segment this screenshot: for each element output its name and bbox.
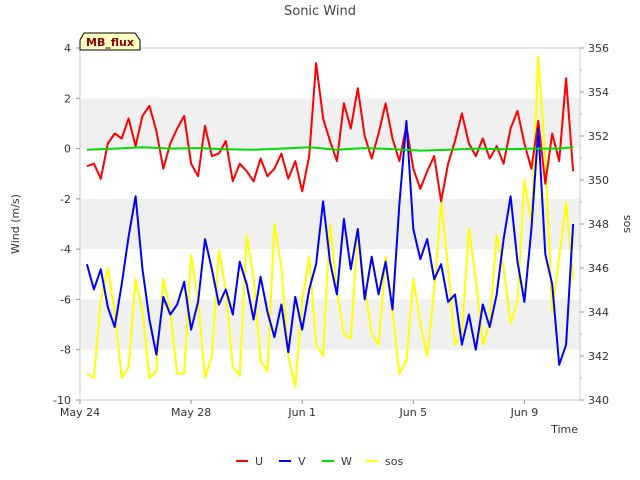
grid-band <box>80 299 580 350</box>
x-tick-label: May 24 <box>60 406 100 419</box>
y-tick-label: -4 <box>60 243 71 256</box>
series-line-u <box>86 62 575 203</box>
y-tick-label: 0 <box>64 143 71 156</box>
series-line-w <box>86 146 574 152</box>
y2-tick-label: 342 <box>588 350 609 363</box>
y2-tick-label: 346 <box>588 262 609 275</box>
y2-axis-title: sos <box>620 215 633 233</box>
series-layer <box>85 55 575 388</box>
x-tick-label: May 28 <box>171 406 211 419</box>
mb-flux-badge: MB_flux <box>79 32 141 51</box>
x-tick-label: Jun 5 <box>398 406 427 419</box>
left-axis: 4 2 0 -2 -4 -6 -8 -10 <box>53 42 80 407</box>
x-axis-title: Time <box>550 423 578 436</box>
legend-label-u: U <box>255 455 263 468</box>
x-tick-label: Jun 1 <box>287 406 316 419</box>
x-axis: May 24 May 28 Jun 1 Jun 5 Jun 9 <box>60 400 538 419</box>
y-tick-label: -8 <box>60 344 71 357</box>
y-tick-label: 4 <box>64 42 71 55</box>
y-tick-label: -2 <box>60 193 71 206</box>
y2-tick-label: 352 <box>588 130 609 143</box>
y2-tick-label: 356 <box>588 42 609 55</box>
legend-label-sos: sos <box>385 455 403 468</box>
legend-label-w: W <box>341 455 352 468</box>
y2-tick-label: 350 <box>588 174 609 187</box>
x-tick-label: Jun 9 <box>510 406 539 419</box>
y2-tick-label: 344 <box>588 306 609 319</box>
chart-title: Sonic Wind <box>284 4 356 19</box>
y-tick-label: -10 <box>53 394 71 407</box>
series-line-sos <box>86 55 575 388</box>
legend-label-v: V <box>298 455 306 468</box>
y-axis-title: Wind (m/s) <box>9 194 22 254</box>
badge-label: MB_flux <box>86 36 134 49</box>
y2-tick-label: 340 <box>588 394 609 407</box>
right-axis: 356 354 352 350 348 346 344 342 340 <box>580 42 609 407</box>
badge-shape <box>79 32 141 51</box>
y-tick-label: 2 <box>64 92 71 105</box>
y2-tick-label: 354 <box>588 86 609 99</box>
y2-tick-label: 348 <box>588 218 609 231</box>
series-line-v <box>85 119 575 366</box>
y-tick-label: -6 <box>60 293 71 306</box>
